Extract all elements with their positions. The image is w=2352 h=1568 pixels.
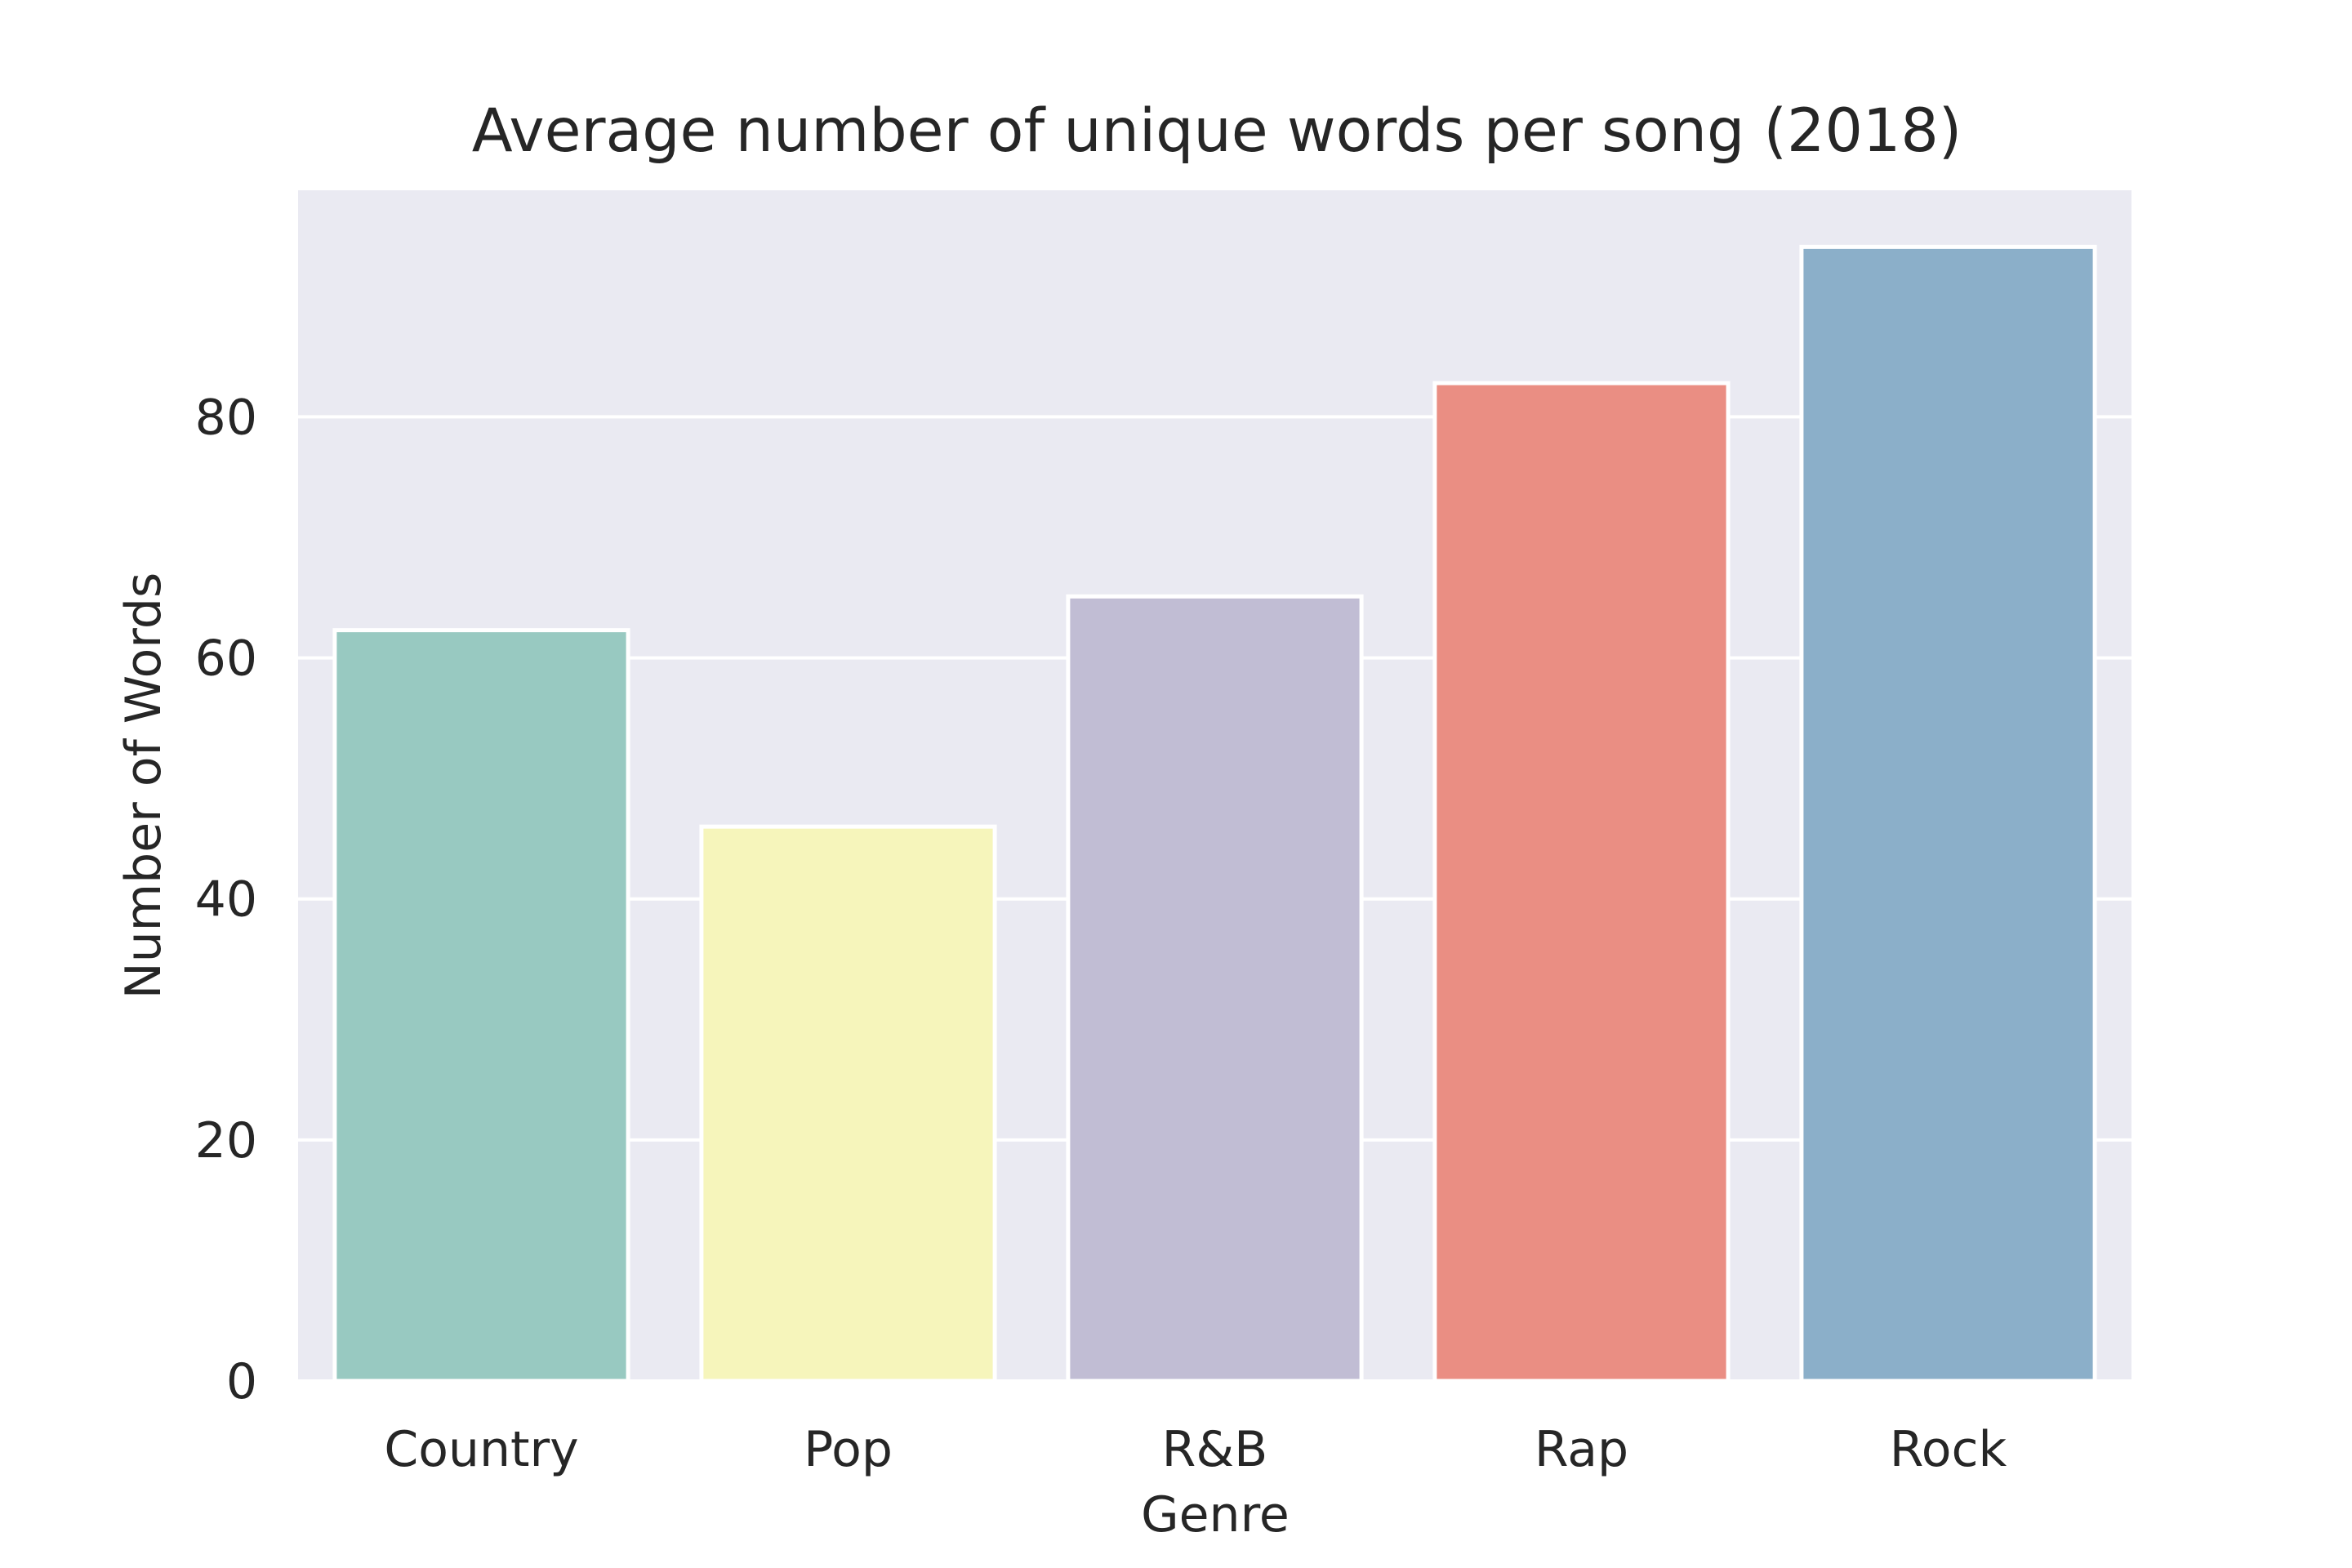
bar-r-b <box>1066 594 1364 1383</box>
bar-rock <box>1799 244 2097 1383</box>
x-axis-label: Genre <box>1141 1486 1290 1544</box>
y-tick-labels: 0 20 40 60 80 <box>195 389 257 1410</box>
y-tick-label: 20 <box>195 1112 257 1169</box>
bar-rap <box>1432 381 1731 1383</box>
x-tick-label: Pop <box>804 1421 893 1478</box>
chart-title: Average number of unique words per song … <box>472 96 1962 166</box>
y-tick-label: 0 <box>226 1353 257 1410</box>
bar-pop <box>699 824 997 1383</box>
x-tick-label: Rock <box>1890 1421 2007 1478</box>
x-tick-label: Country <box>384 1421 578 1478</box>
y-tick-label: 80 <box>195 389 257 446</box>
x-tick-label: Rap <box>1535 1421 1628 1478</box>
y-axis-label: Number of Words <box>115 572 172 999</box>
x-tick-label: R&B <box>1162 1421 1268 1478</box>
x-tick-labels: Country Pop R&B Rap Rock <box>384 1421 2007 1478</box>
y-tick-label: 60 <box>195 630 257 688</box>
y-tick-label: 40 <box>195 871 257 929</box>
bars <box>332 244 2097 1383</box>
bar-country <box>332 628 630 1383</box>
